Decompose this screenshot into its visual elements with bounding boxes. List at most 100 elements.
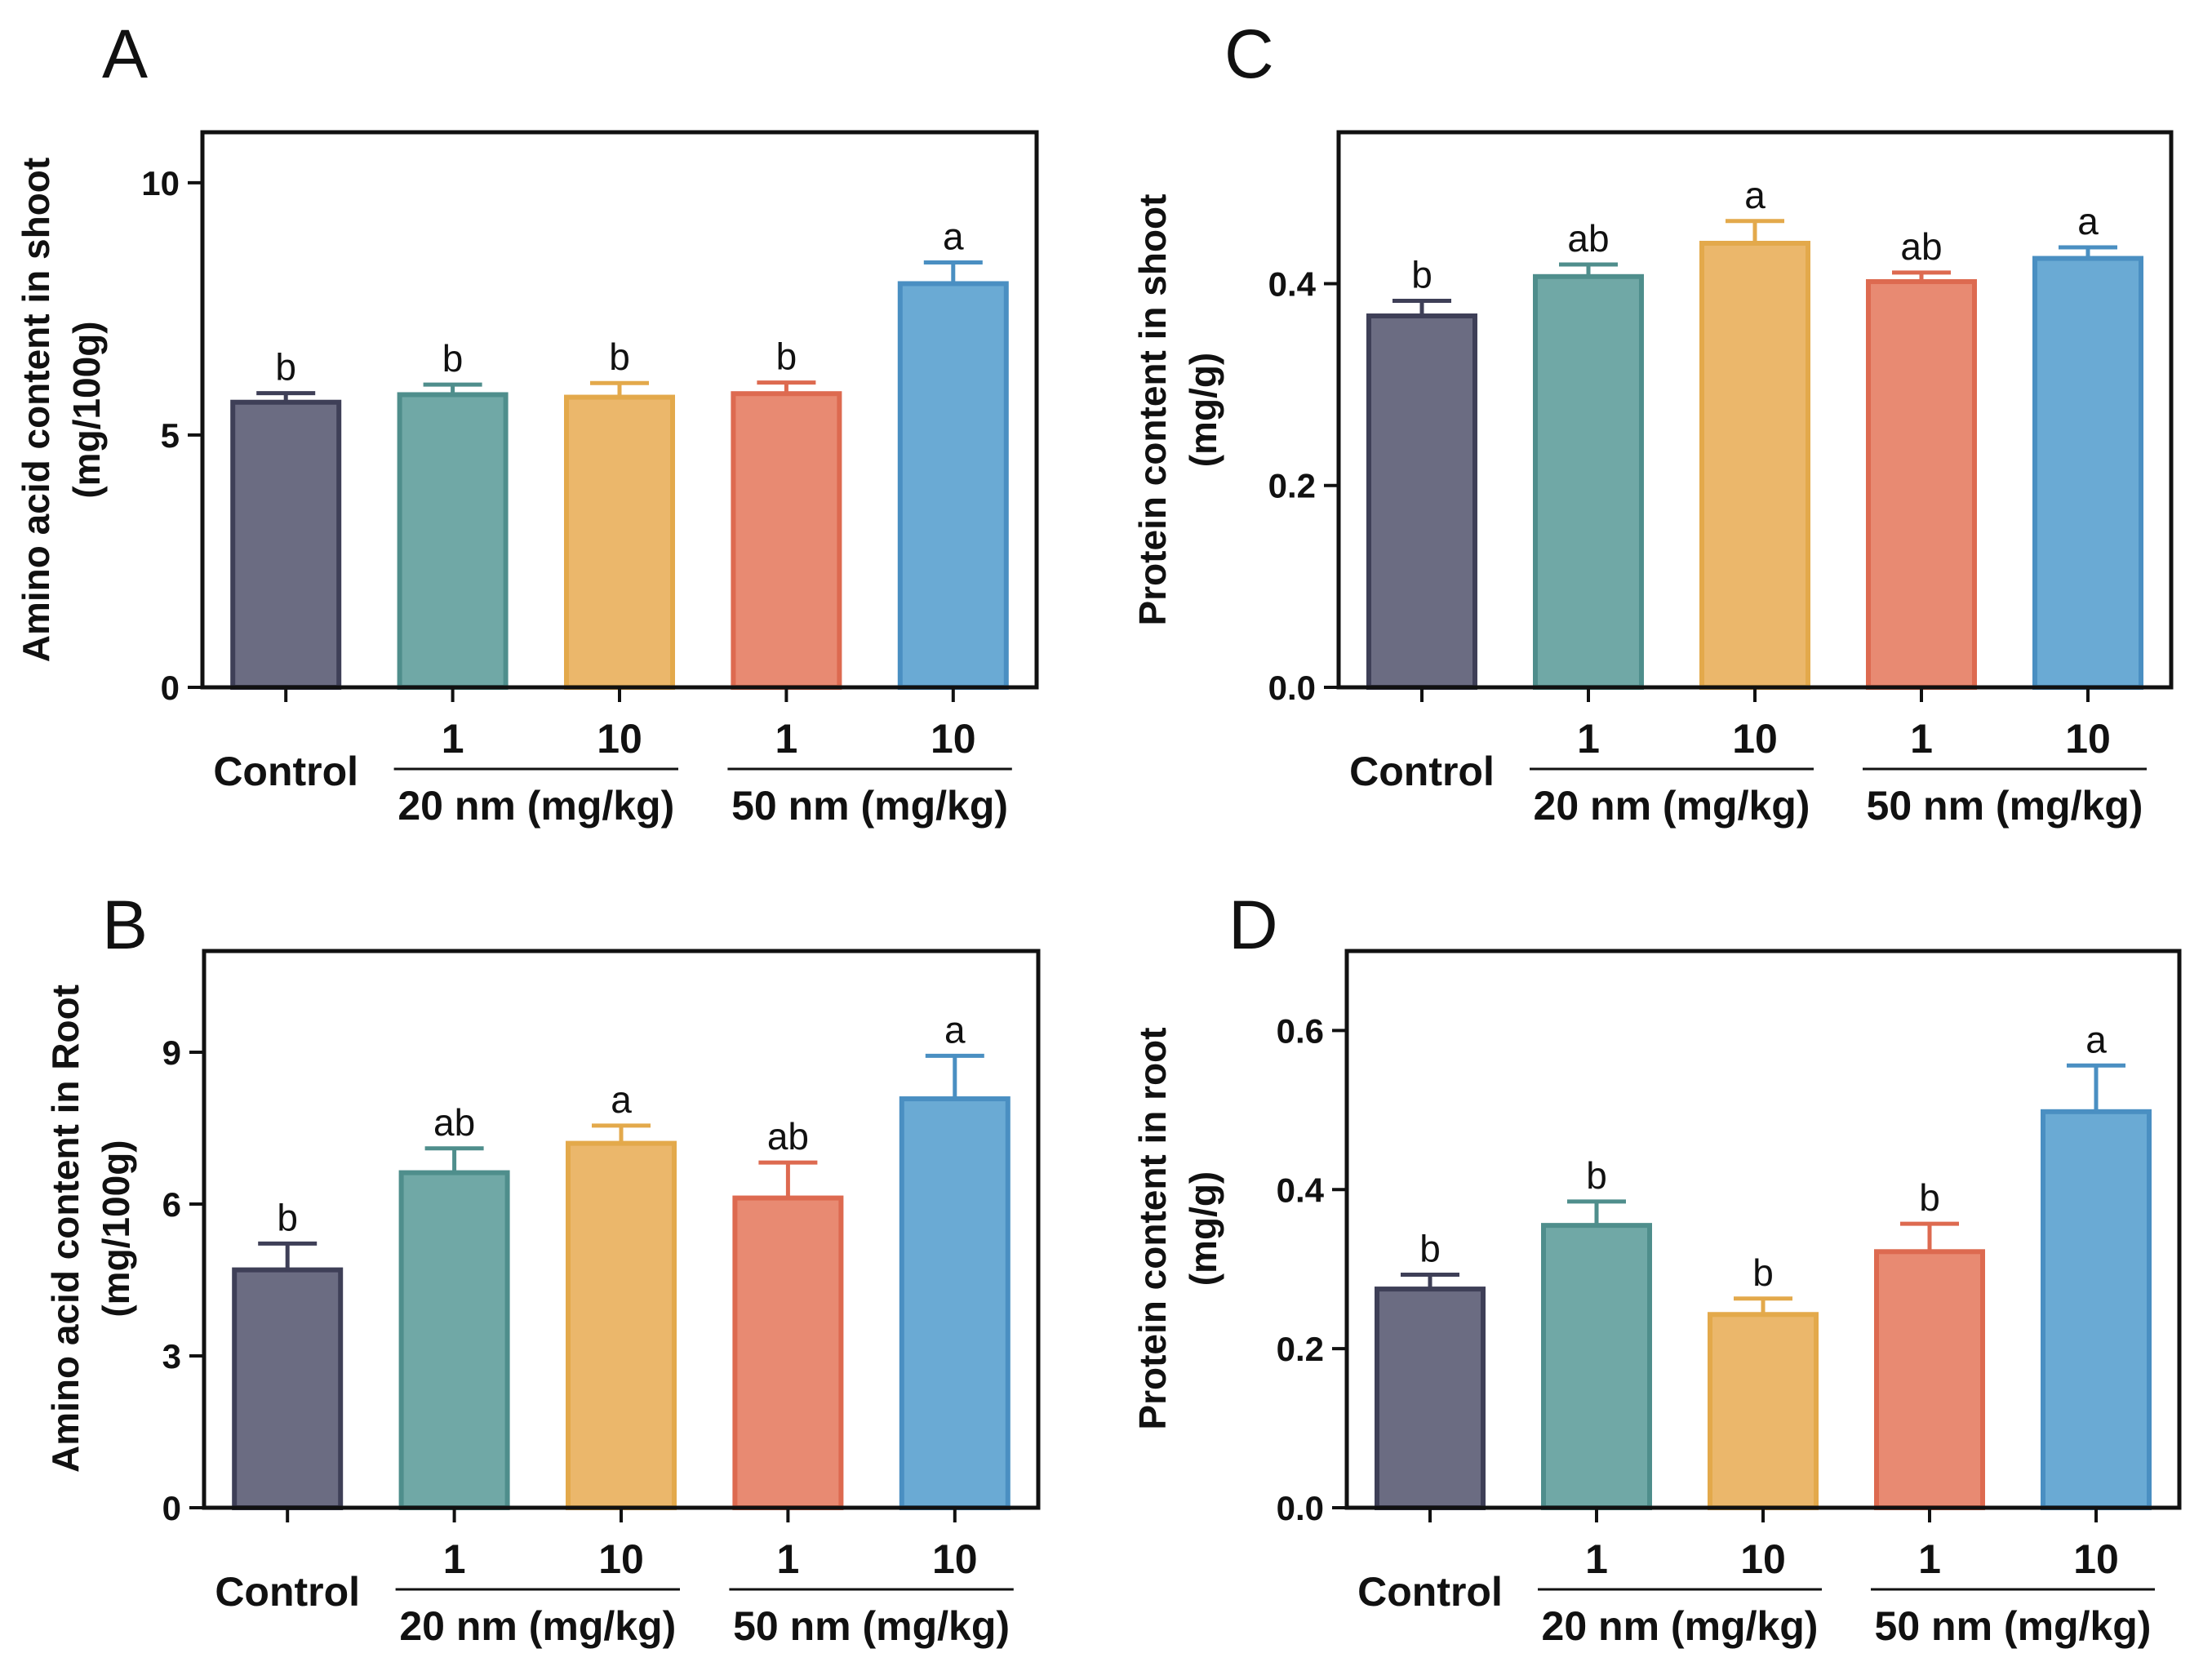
panel-letter: B	[102, 887, 148, 963]
panel-d: D Protein content in root (mg/g) b Control b 1…	[1131, 887, 2182, 1649]
significance-label: b	[609, 336, 630, 378]
category-label: 10	[931, 716, 976, 762]
significance-label: ab	[433, 1101, 475, 1144]
bar	[397, 392, 509, 690]
significance-label: b	[442, 337, 464, 380]
plot-frame	[202, 949, 1041, 1510]
y-axis-title: Protein content in shoot	[1131, 194, 1174, 626]
panel-letter: D	[1228, 887, 1278, 963]
group-label: 50 nm (mg/kg)	[1875, 1603, 2152, 1649]
y-tick-label: 5	[161, 416, 180, 455]
category-label: Control	[1349, 749, 1495, 794]
category-label: 10	[932, 1536, 978, 1582]
group-label: 50 nm (mg/kg)	[1867, 783, 2143, 829]
category-label: 1	[443, 1536, 466, 1582]
group-label: 20 nm (mg/kg)	[1534, 783, 1810, 829]
group-label: 20 nm (mg/kg)	[1542, 1603, 1819, 1649]
significance-label: b	[1919, 1176, 1940, 1219]
y-axis-unit: (mg/100g)	[65, 321, 108, 498]
bar	[566, 1140, 677, 1510]
bar	[2032, 256, 2143, 690]
significance-label: ab	[1900, 225, 1942, 268]
y-tick-label: 0.2	[1268, 467, 1316, 505]
y-tick-label: 0.4	[1277, 1171, 1325, 1209]
bar	[2041, 1109, 2152, 1510]
significance-label: a	[2077, 200, 2099, 242]
significance-label: ab	[1567, 217, 1609, 260]
significance-label: b	[776, 336, 797, 378]
bar	[897, 281, 1009, 690]
y-tick-label: 0.2	[1277, 1330, 1324, 1368]
bar	[230, 399, 342, 690]
category-label: 10	[598, 1536, 644, 1582]
panel-c: C Protein content in shoot (mg/g) b Control a…	[1131, 16, 2174, 829]
y-axis-title: Protein content in root	[1131, 1027, 1174, 1429]
significance-label: ab	[767, 1115, 809, 1158]
plot-frame	[1344, 949, 2182, 1510]
y-tick-label: 10	[141, 164, 180, 202]
significance-label: a	[943, 215, 964, 257]
panel-letter: C	[1224, 16, 1274, 92]
bar	[1375, 1287, 1486, 1510]
bar	[232, 1267, 344, 1510]
y-axis-title: Amino acid content in Root	[44, 984, 87, 1473]
category-label: 10	[597, 716, 642, 762]
group-label: 50 nm (mg/kg)	[731, 783, 1008, 829]
category-label: 10	[1732, 716, 1778, 762]
category-label: 10	[1740, 1536, 1786, 1582]
category-label: 10	[2073, 1536, 2119, 1582]
y-axis-unit: (mg/100g)	[95, 1140, 137, 1317]
significance-label: a	[944, 1008, 966, 1051]
significance-label: b	[1411, 253, 1432, 296]
category-label: 1	[1585, 1536, 1608, 1582]
category-label: 1	[776, 1536, 799, 1582]
y-tick-label: 0.4	[1268, 264, 1317, 303]
bar	[1533, 273, 1644, 690]
bar	[1866, 278, 1977, 690]
y-tick-label: 0.6	[1277, 1011, 1324, 1050]
bar	[1874, 1249, 1985, 1511]
panel-b: B Amino acid content in Root (mg/100g) b Con…	[44, 887, 1041, 1649]
bar	[1708, 1312, 1819, 1510]
category-label: 1	[442, 716, 464, 762]
bar	[1366, 313, 1477, 690]
category-label: Control	[215, 1569, 360, 1615]
category-label: 1	[775, 716, 797, 762]
category-label: 1	[1910, 716, 1933, 762]
category-label: 1	[1918, 1536, 1941, 1582]
plot-frame	[200, 130, 1039, 690]
y-tick-label: 6	[162, 1185, 181, 1224]
y-tick-label: 0	[162, 1489, 181, 1527]
bar	[899, 1096, 1011, 1511]
bar	[564, 394, 675, 690]
category-label: 10	[2065, 716, 2111, 762]
y-tick-label: 3	[162, 1337, 181, 1375]
category-label: Control	[1357, 1569, 1503, 1615]
y-axis-unit: (mg/g)	[1182, 1171, 1224, 1287]
panel-letter: A	[102, 16, 148, 92]
significance-label: a	[1744, 174, 1766, 216]
bar	[1699, 241, 1810, 690]
group-label: 20 nm (mg/kg)	[398, 783, 674, 829]
y-axis-unit: (mg/g)	[1182, 353, 1224, 468]
significance-label: b	[277, 1196, 298, 1238]
y-tick-label: 0	[161, 669, 180, 707]
significance-label: a	[2085, 1018, 2107, 1060]
significance-label: b	[1752, 1251, 1774, 1294]
significance-label: b	[275, 346, 296, 389]
y-tick-label: 9	[162, 1033, 181, 1072]
category-label: 1	[1577, 716, 1600, 762]
group-label: 20 nm (mg/kg)	[399, 1603, 676, 1649]
panel-a: A Amino acid content in shoot (mg/100g) b Co…	[15, 16, 1039, 829]
significance-label: a	[611, 1078, 632, 1121]
y-tick-label: 0.0	[1277, 1489, 1324, 1527]
significance-label: b	[1586, 1154, 1607, 1197]
plot-frame	[1336, 130, 2174, 690]
category-label: Control	[213, 749, 358, 794]
group-label: 50 nm (mg/kg)	[733, 1603, 1010, 1649]
significance-label: b	[1419, 1228, 1441, 1270]
y-tick-label: 0.0	[1268, 669, 1316, 707]
bar	[1541, 1223, 1652, 1510]
bar	[732, 1195, 844, 1511]
